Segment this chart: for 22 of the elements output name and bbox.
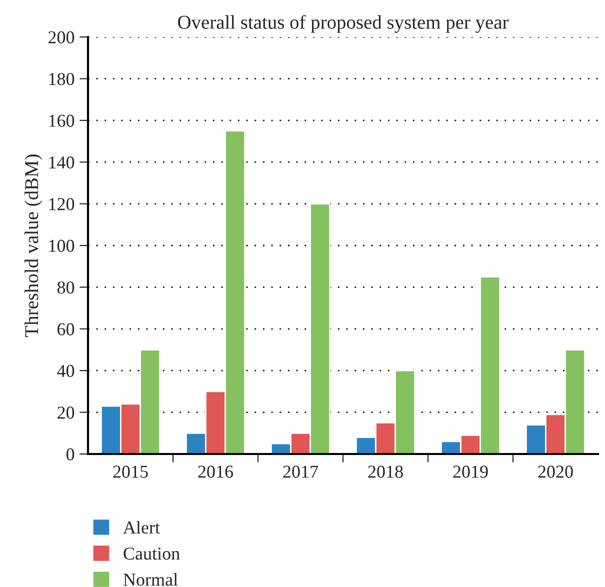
y-tick-label: 160 xyxy=(49,114,74,127)
y-axis-title: Threshold value (dBM) xyxy=(24,154,42,337)
x-tick-label: 2020 xyxy=(538,466,573,478)
y-tick-label: 80 xyxy=(57,281,74,294)
legend-label: Alert xyxy=(123,520,160,534)
legend-label: Caution xyxy=(124,548,180,560)
y-tick-label: 200 xyxy=(48,31,74,44)
y-tick-label: 20 xyxy=(58,406,74,419)
y-tick-label: 60 xyxy=(58,323,74,336)
y-tick-label: 100 xyxy=(49,240,74,252)
y-tick-label: 120 xyxy=(49,198,74,210)
legend-label: Normal xyxy=(123,573,178,586)
y-tick-label: 180 xyxy=(49,72,74,86)
y-tick-label: 40 xyxy=(57,364,74,378)
x-tick-label: 2019 xyxy=(453,466,488,478)
y-tick-label: 0 xyxy=(66,448,74,460)
y-tick-label: 140 xyxy=(49,156,74,169)
x-tick-label: 2015 xyxy=(113,466,148,478)
chart-title: Overall status of proposed system per year xyxy=(178,14,509,33)
x-tick-label: 2018 xyxy=(368,466,403,478)
x-tick-label: 2016 xyxy=(198,466,234,478)
x-tick-label: 2017 xyxy=(283,466,318,478)
